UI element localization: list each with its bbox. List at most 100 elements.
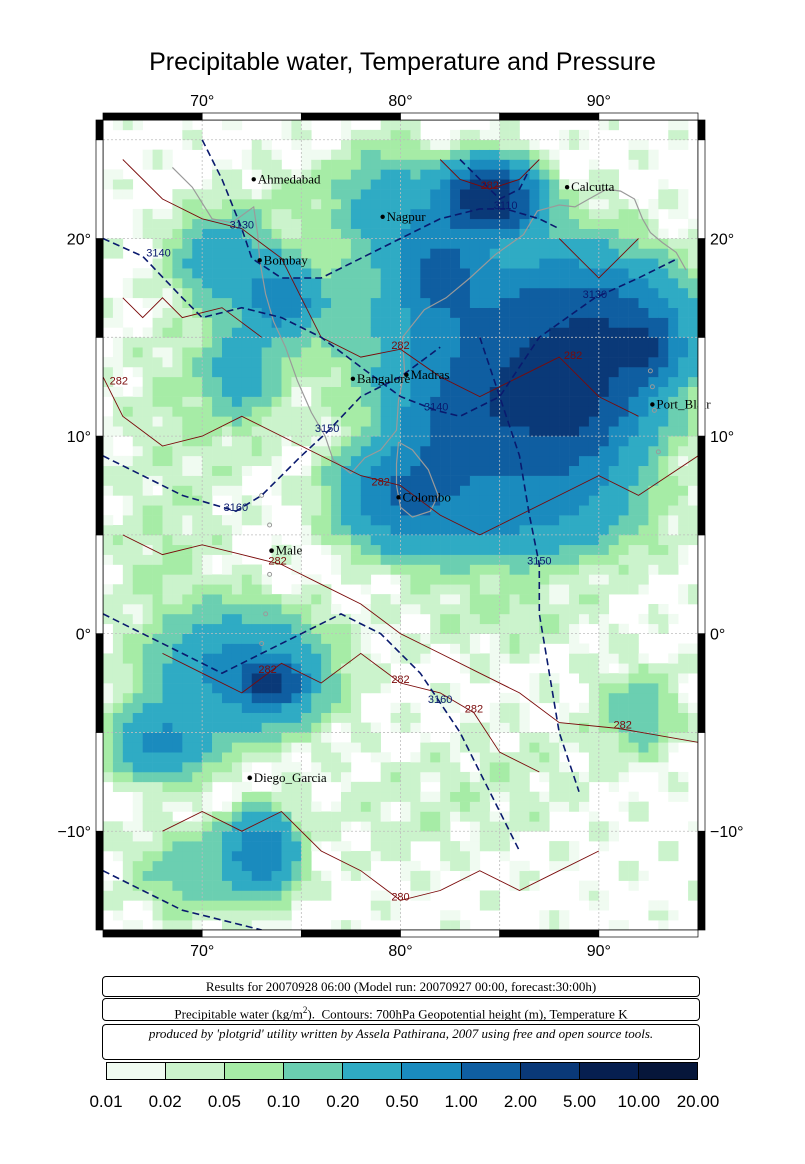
field-cell — [231, 890, 243, 901]
field-cell — [380, 762, 391, 773]
field-cell — [370, 169, 381, 180]
field-cell — [192, 811, 203, 822]
field-cell — [122, 683, 134, 694]
field-cell — [341, 564, 352, 575]
field-cell — [360, 613, 372, 625]
field-cell — [192, 604, 203, 615]
field-cell — [549, 327, 560, 338]
field-cell — [301, 475, 312, 486]
field-cell — [122, 406, 134, 417]
field-cell — [350, 722, 362, 733]
field-cell — [132, 366, 143, 378]
field-cell — [569, 386, 580, 397]
field-cell — [182, 337, 193, 348]
field-cell — [499, 327, 510, 338]
field-cell — [618, 860, 629, 872]
field-cell — [350, 426, 362, 437]
field-cell — [231, 722, 243, 733]
field-cell — [608, 436, 619, 447]
field-cell — [469, 850, 481, 862]
field-cell — [152, 920, 163, 930]
field-cell — [231, 120, 243, 131]
field-cell — [579, 307, 590, 318]
field-cell — [132, 702, 143, 713]
field-cell — [122, 850, 134, 862]
field-cell — [430, 258, 441, 269]
field-cell — [112, 426, 124, 437]
field-cell — [331, 406, 342, 417]
field-cell — [638, 287, 649, 299]
field-cell — [231, 771, 243, 783]
field-cell — [370, 297, 381, 308]
field-cell — [529, 337, 540, 348]
field-cell — [162, 900, 173, 911]
field-cell — [261, 702, 272, 713]
field-cell — [132, 465, 143, 476]
field-cell — [281, 841, 292, 852]
frame-segment — [598, 929, 699, 938]
field-cell — [341, 801, 352, 812]
field-cell — [469, 139, 481, 150]
field-cell — [192, 445, 203, 457]
field-cell — [390, 317, 401, 328]
field-cell — [182, 762, 193, 773]
field-cell — [350, 781, 362, 793]
field-cell — [112, 633, 124, 644]
field-cell — [112, 584, 124, 595]
field-cell — [460, 179, 471, 190]
field-cell — [450, 327, 461, 338]
field-cell — [618, 505, 629, 516]
field-cell — [479, 327, 491, 338]
field-cell — [380, 623, 391, 634]
field-cell — [469, 653, 481, 664]
field-cell — [460, 920, 471, 930]
field-cell — [142, 208, 153, 220]
field-cell — [251, 900, 262, 911]
field-cell — [450, 683, 461, 694]
temperature-label: 280 — [391, 891, 409, 903]
field-cell — [251, 594, 262, 605]
field-cell — [202, 396, 213, 407]
field-cell — [400, 564, 411, 575]
field-cell — [251, 238, 262, 249]
field-cell — [291, 218, 302, 229]
field-cell — [261, 673, 272, 684]
field-cell — [579, 673, 590, 684]
field-cell — [479, 613, 491, 625]
field-cell — [479, 465, 491, 476]
field-cell — [182, 623, 193, 634]
field-cell — [410, 465, 421, 476]
field-cell — [499, 633, 510, 644]
frame-segment — [95, 830, 104, 931]
field-cell — [688, 347, 698, 358]
field-cell — [450, 613, 461, 625]
field-cell — [499, 831, 510, 842]
field-cell — [370, 396, 381, 407]
field-cell — [638, 268, 649, 279]
field-cell — [588, 722, 600, 733]
field-cell — [112, 297, 124, 308]
field-cell — [529, 673, 540, 684]
field-cell — [112, 673, 124, 684]
field-cell — [529, 732, 540, 743]
field-cell — [380, 436, 391, 447]
field-cell — [460, 475, 471, 486]
field-cell — [400, 386, 411, 397]
field-cell — [549, 752, 560, 763]
field-cell — [549, 505, 560, 516]
field-cell — [579, 515, 590, 526]
field-cell — [390, 544, 401, 555]
field-cell — [588, 357, 600, 368]
field-cell — [628, 258, 639, 269]
field-cell — [390, 841, 401, 852]
field-cell — [331, 643, 342, 654]
field-cell — [301, 485, 312, 496]
field-cell — [460, 238, 471, 249]
field-cell — [360, 347, 372, 358]
field-cell — [569, 347, 580, 358]
field-cell — [321, 228, 332, 239]
field-cell — [450, 623, 461, 634]
field-cell — [519, 445, 530, 457]
field-cell — [291, 791, 302, 802]
field-cell — [588, 258, 600, 269]
